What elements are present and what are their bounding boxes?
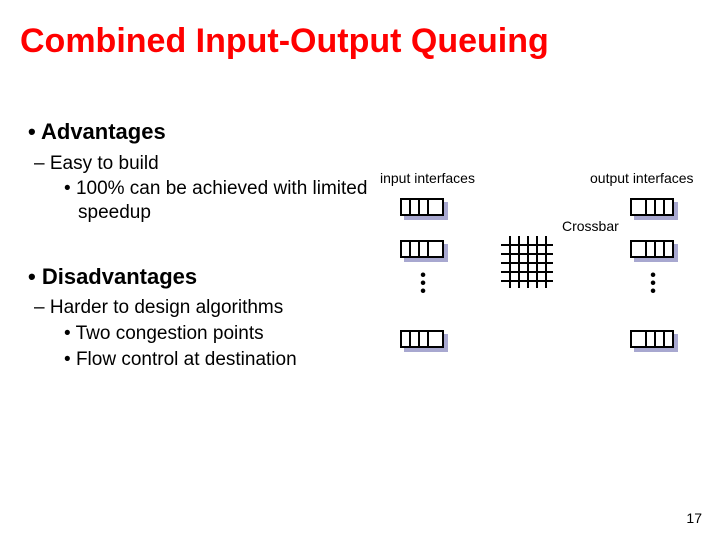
input-queue-2 [400,240,448,262]
slide: Combined Input-Output Queuing Advantages… [0,0,720,540]
page-number: 17 [686,510,702,526]
diagram: input interfaces output interfaces Cross… [380,170,700,410]
adv-item-1: Easy to build [28,152,378,176]
output-queue-2 [630,240,678,262]
slide-title: Combined Input-Output Queuing [20,22,549,61]
disadvantages-heading: Disadvantages [28,263,378,291]
crossbar-label: Crossbar [562,218,619,234]
output-vdots-icon: ••• [648,272,658,296]
output-queue-n [630,330,678,352]
dis-item-1b: Flow control at destination [28,348,378,372]
crossbar-icon [505,240,549,284]
output-interfaces-label: output interfaces [590,170,694,186]
dis-item-1: Harder to design algorithms [28,296,378,320]
adv-item-1a: 100% can be achieved with limited speedu… [28,177,378,225]
content-area: Advantages Easy to build 100% can be ach… [28,118,378,374]
input-vdots-icon: ••• [418,272,428,296]
output-queue-1 [630,198,678,220]
input-queue-n [400,330,448,352]
advantages-heading: Advantages [28,118,378,146]
input-queue-1 [400,198,448,220]
dis-item-1a: Two congestion points [28,322,378,346]
input-interfaces-label: input interfaces [380,170,475,186]
